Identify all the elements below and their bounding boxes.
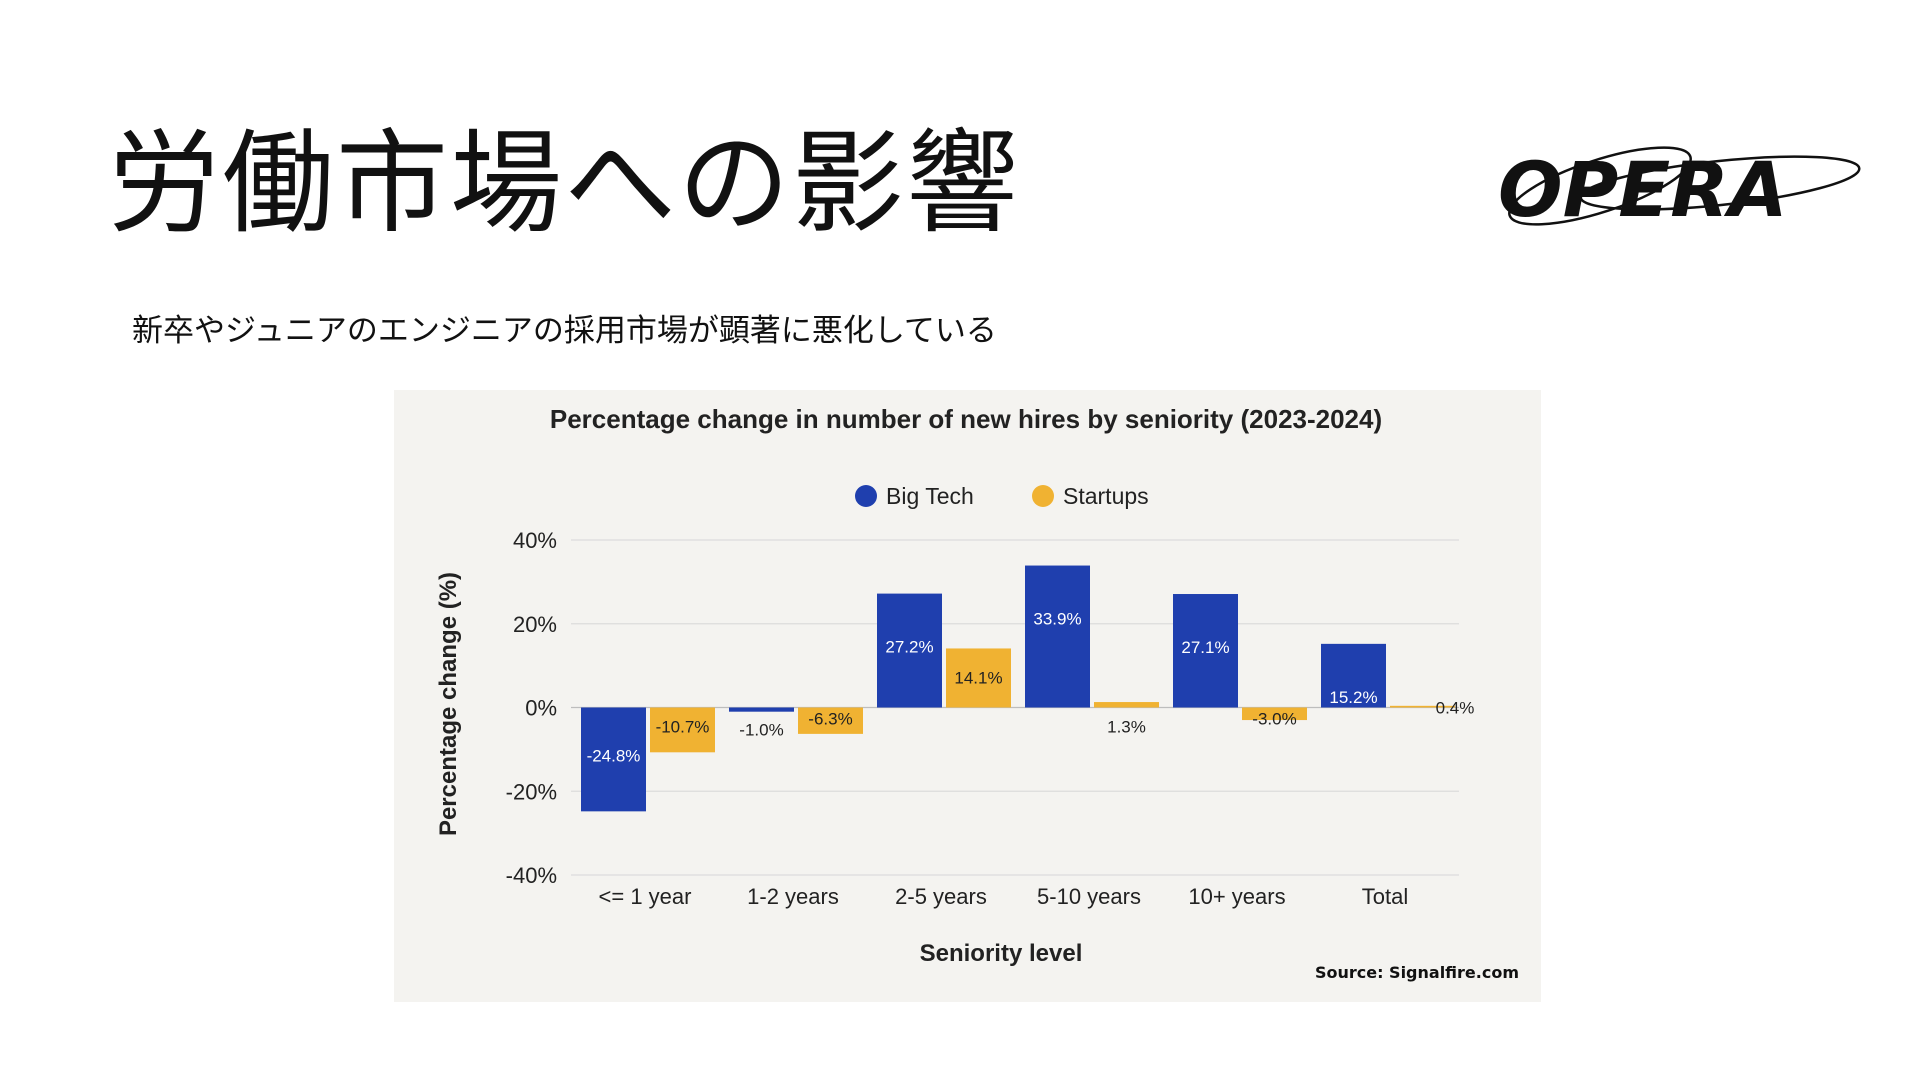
y-tick-label: 20% — [513, 612, 557, 637]
legend-swatch-big-tech — [855, 485, 877, 507]
slide-title: 労働市場への影響 — [108, 119, 1020, 249]
source-note: Source: Signalfire.com — [1315, 963, 1519, 982]
data-label: -6.3% — [808, 710, 852, 729]
data-label: 27.2% — [885, 638, 933, 657]
y-ticks: 40% 20% 0% -20% -40% — [506, 528, 557, 888]
legend: Big Tech Startups — [855, 483, 1149, 509]
data-label: 33.9% — [1033, 610, 1081, 629]
gridlines — [571, 539, 1459, 876]
data-label: -10.7% — [656, 718, 710, 737]
legend-label-startups: Startups — [1063, 483, 1149, 509]
bar — [581, 707, 646, 812]
data-label: 27.1% — [1181, 638, 1229, 657]
y-tick-label: 0% — [525, 696, 557, 721]
bar — [650, 707, 715, 753]
x-tick-label: 5-10 years — [1037, 884, 1141, 909]
bar — [1242, 707, 1307, 721]
bar — [1025, 565, 1090, 708]
data-label: -3.0% — [1252, 710, 1296, 729]
bar-chart: Percentage change in number of new hires… — [435, 404, 1519, 982]
y-tick-label: 40% — [513, 528, 557, 553]
data-label: 0.4% — [1436, 699, 1475, 718]
bar — [1094, 702, 1159, 708]
data-label: -24.8% — [587, 747, 641, 766]
bar — [1173, 594, 1238, 708]
x-tick-label: Total — [1362, 884, 1408, 909]
y-axis-label: Percentage change (%) — [435, 572, 462, 836]
bar — [877, 593, 942, 708]
x-ticks: <= 1 year 1-2 years 2-5 years 5-10 years 10+… — [599, 884, 1409, 909]
bars: -24.8% -10.7% -1.0% -6.3% 27.2% 14.1% 33.9% 1.3… — [581, 565, 1475, 812]
opera-logo: OPERA — [1498, 145, 1861, 234]
data-label: 1.3% — [1107, 718, 1146, 737]
bar — [729, 707, 794, 712]
data-label: 14.1% — [954, 668, 1002, 687]
bar — [1390, 705, 1455, 708]
data-label: 15.2% — [1329, 688, 1377, 707]
y-tick-label: -40% — [506, 863, 557, 888]
x-tick-label: 1-2 years — [747, 884, 839, 909]
legend-label-big-tech: Big Tech — [886, 483, 974, 509]
bar — [946, 648, 1011, 708]
data-label: -1.0% — [739, 721, 783, 740]
x-tick-label: 2-5 years — [895, 884, 987, 909]
x-tick-label: 10+ years — [1188, 884, 1285, 909]
logo-text: OPERA — [1498, 145, 1788, 234]
x-axis-label: Seniority level — [920, 940, 1083, 967]
bar — [1321, 643, 1386, 708]
bar — [798, 707, 863, 734]
slide-subtitle: 新卒やジュニアのエンジニアの採用市場が顕著に悪化している — [132, 313, 997, 349]
legend-swatch-startups — [1032, 485, 1054, 507]
chart-title: Percentage change in number of new hires… — [550, 404, 1382, 434]
x-tick-label: <= 1 year — [599, 884, 692, 909]
chart-panel: Percentage change in number of new hires… — [394, 390, 1541, 1002]
y-tick-label: -20% — [506, 779, 557, 804]
